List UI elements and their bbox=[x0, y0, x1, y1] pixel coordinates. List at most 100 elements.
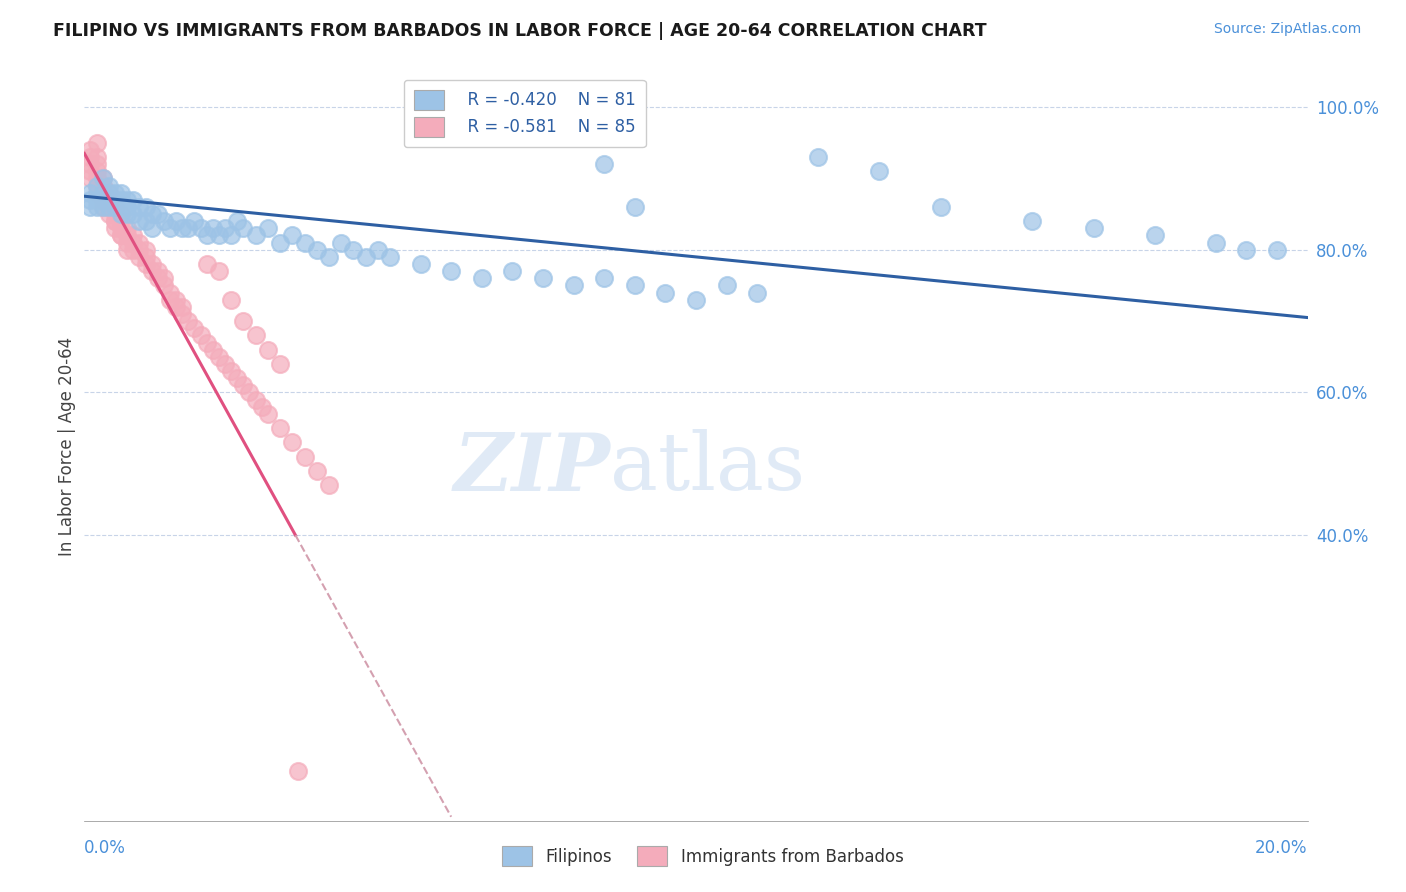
Point bbox=[91, 171, 114, 186]
Point bbox=[201, 221, 224, 235]
Point bbox=[104, 221, 127, 235]
Point bbox=[380, 250, 402, 264]
Point bbox=[110, 207, 132, 221]
Legend: Filipinos, Immigrants from Barbados: Filipinos, Immigrants from Barbados bbox=[496, 839, 910, 873]
Point bbox=[128, 214, 150, 228]
Point bbox=[208, 350, 231, 364]
Point bbox=[593, 271, 616, 285]
Point bbox=[159, 285, 181, 300]
Point bbox=[86, 164, 108, 178]
Point bbox=[79, 171, 101, 186]
Text: 20.0%: 20.0% bbox=[1256, 839, 1308, 857]
Point bbox=[79, 143, 101, 157]
Point bbox=[128, 235, 150, 250]
Point bbox=[593, 157, 616, 171]
Point bbox=[654, 285, 676, 300]
Point bbox=[86, 178, 108, 193]
Point bbox=[440, 264, 463, 278]
Point bbox=[97, 193, 120, 207]
Text: ZIP: ZIP bbox=[454, 430, 610, 508]
Point bbox=[135, 214, 157, 228]
Point bbox=[79, 200, 101, 214]
Point bbox=[208, 228, 231, 243]
Point bbox=[409, 257, 432, 271]
Point bbox=[219, 228, 242, 243]
Point bbox=[141, 264, 163, 278]
Point bbox=[110, 193, 132, 207]
Point bbox=[91, 178, 114, 193]
Point bbox=[257, 407, 280, 421]
Point bbox=[172, 300, 194, 314]
Point bbox=[104, 214, 127, 228]
Point bbox=[135, 257, 157, 271]
Point bbox=[685, 293, 707, 307]
Point bbox=[165, 293, 187, 307]
Point bbox=[165, 214, 187, 228]
Point bbox=[115, 193, 138, 207]
Point bbox=[141, 207, 163, 221]
Text: Source: ZipAtlas.com: Source: ZipAtlas.com bbox=[1213, 22, 1361, 37]
Point bbox=[219, 364, 242, 378]
Point bbox=[195, 257, 218, 271]
Point bbox=[110, 221, 132, 235]
Point bbox=[269, 421, 291, 435]
Point bbox=[79, 157, 101, 171]
Point bbox=[97, 200, 120, 214]
Point bbox=[104, 214, 127, 228]
Point bbox=[238, 385, 260, 400]
Point bbox=[624, 278, 647, 293]
Point bbox=[214, 221, 236, 235]
Point bbox=[153, 214, 176, 228]
Point bbox=[135, 250, 157, 264]
Point bbox=[146, 264, 169, 278]
Point bbox=[201, 343, 224, 357]
Point bbox=[97, 200, 120, 214]
Point bbox=[86, 150, 108, 164]
Point bbox=[269, 235, 291, 250]
Point bbox=[122, 235, 145, 250]
Point bbox=[1236, 243, 1258, 257]
Point bbox=[232, 378, 254, 392]
Point bbox=[716, 278, 738, 293]
Text: atlas: atlas bbox=[610, 429, 806, 508]
Point bbox=[318, 478, 340, 492]
Point bbox=[226, 214, 249, 228]
Point bbox=[183, 214, 205, 228]
Point bbox=[245, 392, 267, 407]
Point bbox=[1021, 214, 1043, 228]
Point bbox=[110, 228, 132, 243]
Point bbox=[250, 400, 273, 414]
Point bbox=[86, 136, 108, 150]
Point bbox=[1083, 221, 1105, 235]
Point bbox=[232, 314, 254, 328]
Point bbox=[1265, 243, 1288, 257]
Text: 0.0%: 0.0% bbox=[84, 839, 127, 857]
Point bbox=[122, 228, 145, 243]
Point bbox=[208, 264, 231, 278]
Point bbox=[141, 221, 163, 235]
Point bbox=[1205, 235, 1227, 250]
Point bbox=[195, 335, 218, 350]
Point bbox=[86, 200, 108, 214]
Point bbox=[104, 193, 127, 207]
Point bbox=[79, 150, 101, 164]
Point bbox=[115, 200, 138, 214]
Point bbox=[232, 221, 254, 235]
Point bbox=[318, 250, 340, 264]
Point bbox=[86, 157, 108, 171]
Point bbox=[146, 271, 169, 285]
Point bbox=[104, 200, 127, 214]
Point bbox=[342, 243, 364, 257]
Point bbox=[245, 228, 267, 243]
Point bbox=[79, 193, 101, 207]
Point bbox=[177, 221, 200, 235]
Point bbox=[86, 178, 108, 193]
Point bbox=[97, 186, 120, 200]
Point bbox=[531, 271, 554, 285]
Point bbox=[122, 193, 145, 207]
Point bbox=[190, 328, 212, 343]
Point bbox=[183, 321, 205, 335]
Point bbox=[115, 207, 138, 221]
Point bbox=[294, 450, 316, 464]
Point bbox=[354, 250, 377, 264]
